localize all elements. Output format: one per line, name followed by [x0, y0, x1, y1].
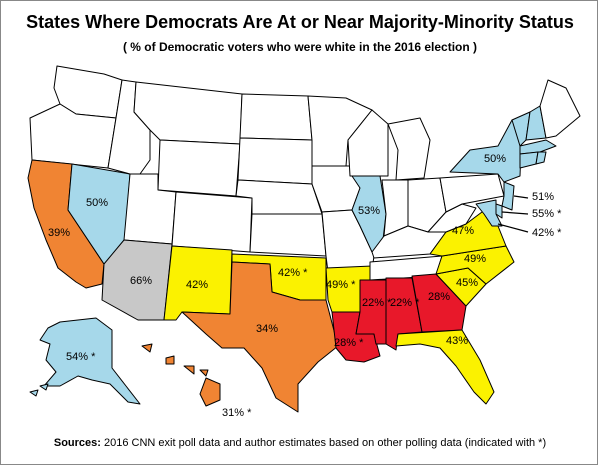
state-new-york[interactable]: [449, 119, 523, 183]
map-subtitle: ( % of Democratic voters who were white …: [122, 40, 478, 54]
state-hawaii[interactable]: [141, 343, 221, 407]
state-rhode-island[interactable]: [535, 151, 547, 165]
state-colorado[interactable]: [171, 191, 253, 253]
label-new-york: 50%: [484, 153, 506, 165]
label-alabama: 22% *: [390, 297, 420, 309]
label-texas: 34%: [256, 323, 278, 335]
map-title: States Where Democrats Are At or Near Ma…: [26, 12, 574, 32]
state-connecticut[interactable]: [519, 151, 539, 169]
state-minnesota[interactable]: [307, 95, 373, 167]
state-arizona[interactable]: [101, 239, 173, 321]
label-georgia: 28%: [428, 291, 450, 303]
label-california: 39%: [48, 227, 70, 239]
state-michigan[interactable]: [387, 117, 431, 181]
label-maryland: 42% *: [532, 227, 562, 239]
label-alaska: 54% *: [66, 351, 96, 363]
label-louisiana: 28% *: [334, 337, 364, 349]
state-texas[interactable]: [181, 261, 339, 413]
state-new-jersey[interactable]: [501, 181, 515, 211]
state-florida[interactable]: [395, 329, 495, 405]
label-virginia: 47%: [452, 225, 474, 237]
label-new-jersey: 51%: [532, 191, 554, 203]
label-illinois: 53%: [358, 205, 380, 217]
sources-label: Sources:: [53, 437, 101, 449]
state-mississippi[interactable]: [355, 279, 387, 345]
alaska-aleutian-islands: [29, 383, 49, 397]
label-new-mexico: 42%: [186, 279, 208, 291]
state-wisconsin[interactable]: [347, 109, 389, 177]
label-nevada: 50%: [86, 197, 108, 209]
state-north-dakota[interactable]: [239, 93, 313, 141]
state-south-dakota[interactable]: [237, 137, 313, 185]
state-maryland[interactable]: [475, 199, 503, 227]
sources-text: 2016 CNN exit poll data and author estim…: [104, 437, 547, 449]
state-massachusetts[interactable]: [519, 139, 557, 155]
label-arkansas: 49% *: [326, 279, 356, 291]
label-hawaii: 31% *: [222, 407, 252, 419]
state-alaska[interactable]: [39, 317, 141, 405]
state-pennsylvania[interactable]: [439, 173, 505, 213]
label-oklahoma: 42% *: [278, 267, 308, 279]
state-georgia[interactable]: [411, 273, 467, 333]
label-arizona: 66%: [130, 275, 152, 287]
state-maine[interactable]: [539, 79, 581, 139]
sources-note: Sources: 2016 CNN exit poll data and aut…: [0, 437, 600, 449]
state-kansas[interactable]: [249, 213, 327, 257]
label-mississippi: 22% *: [362, 297, 392, 309]
label-delaware: 55% *: [532, 208, 562, 220]
label-south-carolina: 45%: [456, 277, 478, 289]
label-north-carolina: 49%: [464, 253, 486, 265]
state-wyoming[interactable]: [157, 139, 241, 197]
label-florida: 43%: [446, 335, 468, 347]
